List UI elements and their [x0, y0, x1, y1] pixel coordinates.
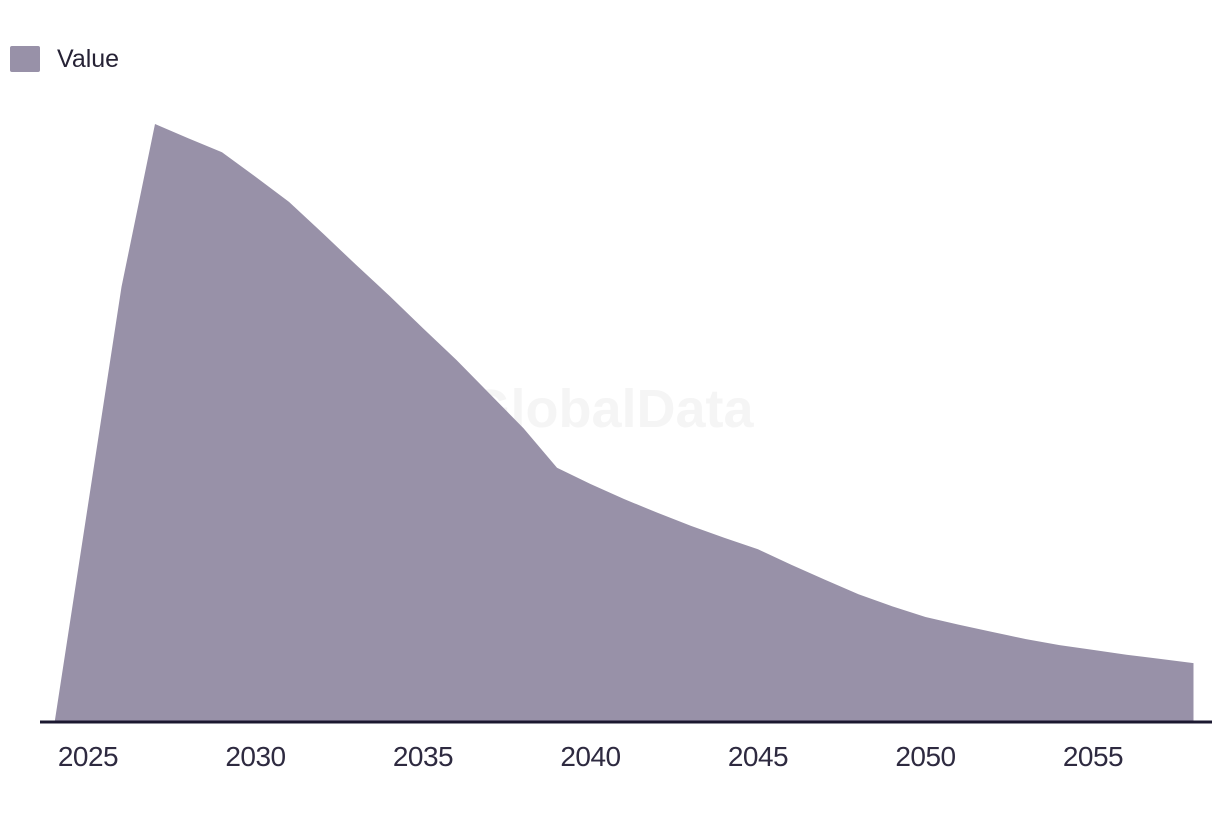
x-tick-label-2035: 2035 — [393, 741, 453, 772]
legend-item-value[interactable]: Value — [10, 46, 119, 72]
x-tick-label-2055: 2055 — [1063, 741, 1123, 772]
x-tick-label-2030: 2030 — [225, 741, 285, 772]
x-tick-label-2045: 2045 — [728, 741, 788, 772]
value-area-series[interactable] — [54, 124, 1194, 723]
legend: Value — [10, 46, 119, 72]
x-tick-label-2050: 2050 — [895, 741, 955, 772]
x-tick-label-2025: 2025 — [58, 741, 118, 772]
x-tick-label-2040: 2040 — [560, 741, 620, 772]
legend-swatch — [10, 46, 40, 72]
legend-label: Value — [57, 45, 120, 73]
x-axis-tick-labels: 2025 2030 2035 2040 2045 2050 2055 — [58, 741, 1124, 772]
